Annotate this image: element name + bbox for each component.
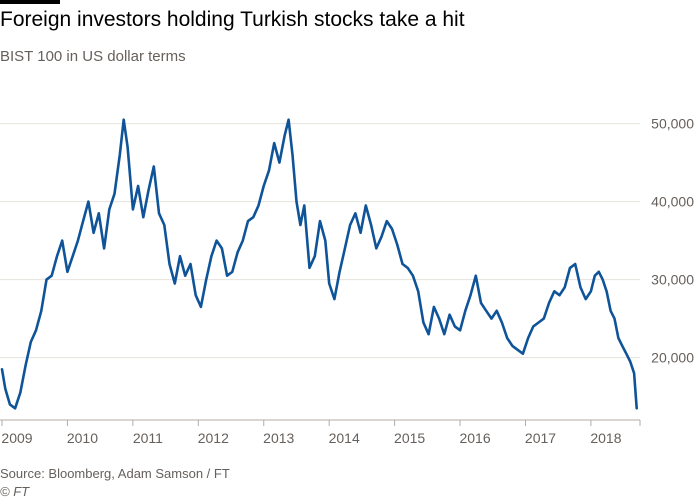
chart-title: Foreign investors holding Turkish stocks…	[0, 8, 465, 31]
series-line-0	[0, 118, 639, 410]
x-axis-labels: 2009 2010 2011 2012 2013 2014 2015 2016 2017 2018	[1, 420, 641, 446]
x-tick-label: 2011	[133, 430, 163, 446]
y-tick-label: 50,000	[651, 116, 694, 132]
x-tick-label: 2013	[263, 430, 294, 446]
series	[0, 118, 639, 410]
y-axis-labels: 20,000 30,000 40,000 50,000	[651, 116, 694, 366]
gridlines	[0, 123, 640, 359]
chart-subtitle: BIST 100 in US dollar terms	[0, 48, 186, 65]
x-tick-label: 2010	[67, 430, 98, 446]
x-tick-label: 2014	[329, 430, 360, 446]
x-tick-label: 2009	[1, 430, 32, 446]
x-tick-label: 2017	[525, 430, 556, 446]
x-tick-label: 2012	[198, 430, 229, 446]
y-tick-label: 30,000	[651, 272, 694, 288]
copyright-credit: © FT	[0, 484, 30, 499]
top-accent-bar	[0, 0, 60, 4]
x-tick-label: 2018	[590, 430, 621, 446]
y-tick-label: 40,000	[651, 194, 694, 210]
x-tick-label: 2016	[459, 430, 490, 446]
x-tick-label: 2015	[394, 430, 425, 446]
y-tick-label: 20,000	[651, 350, 694, 366]
source-note: Source: Bloomberg, Adam Samson / FT	[0, 466, 230, 481]
